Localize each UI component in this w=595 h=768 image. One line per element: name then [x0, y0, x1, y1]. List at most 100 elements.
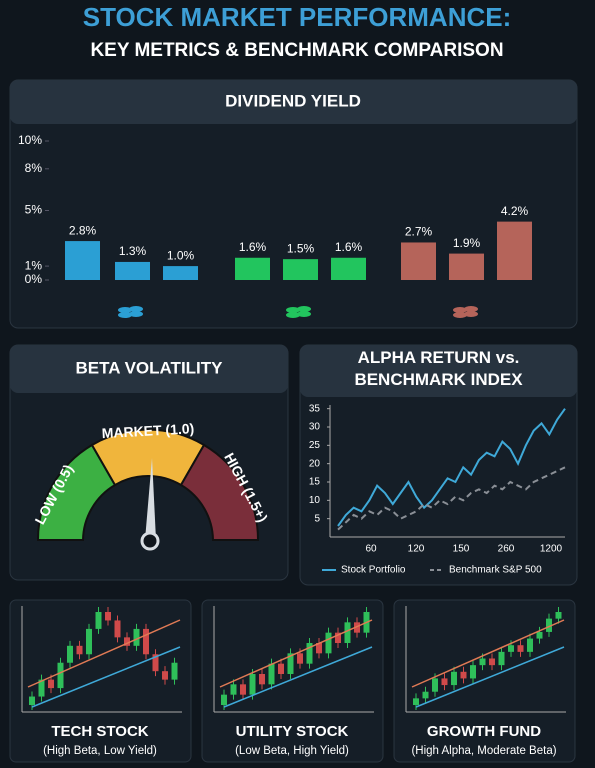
- candle-body: [316, 643, 322, 654]
- card-subtitle: (High Alpha, Moderate Beta): [411, 745, 556, 757]
- coin-icons: [118, 306, 478, 318]
- value-label: 2.7%: [405, 225, 433, 239]
- subtitle: KEY METRICS & BENCHMARK COMPARISON: [90, 40, 503, 61]
- y-tick-label: 5: [314, 513, 320, 524]
- card-title: GROWTH FUND: [427, 723, 541, 740]
- card-subtitle: (Low Beta, High Yield): [235, 745, 349, 757]
- candle-body: [297, 653, 303, 664]
- bar: [449, 253, 484, 280]
- candle-body: [249, 674, 256, 695]
- candle-body: [86, 628, 92, 655]
- y-tick-label: 30: [309, 422, 321, 433]
- bar: [115, 261, 150, 280]
- x-tick-label: 150: [453, 544, 470, 555]
- candle-body: [171, 662, 178, 680]
- bar: [283, 259, 318, 280]
- candle-body: [67, 645, 73, 663]
- bar: [163, 266, 198, 280]
- card-subtitle: (High Beta, Low Yield): [43, 745, 157, 757]
- value-label: 1.6%: [335, 240, 363, 254]
- panel-header: [300, 345, 577, 397]
- x-tick-label: 260: [498, 544, 515, 555]
- y-tick-label: 15: [309, 477, 321, 488]
- value-label: 4.2%: [501, 204, 529, 218]
- candle-body: [133, 628, 140, 646]
- candle-body: [344, 622, 351, 643]
- y-tick-label: 35: [309, 403, 321, 414]
- candle-body: [259, 674, 265, 685]
- panel-title: BETA VOLATILITY: [75, 358, 223, 377]
- candle-body: [38, 679, 45, 697]
- bar: [65, 241, 100, 280]
- y-tick-label: 1%: [25, 258, 43, 272]
- candle-body: [95, 612, 102, 629]
- gauge-label: MARKET (1.0): [101, 420, 194, 441]
- bar: [331, 257, 366, 280]
- candle-body: [413, 698, 419, 705]
- candle-body: [470, 665, 476, 679]
- candle-body: [143, 628, 149, 655]
- x-tick-label: 60: [365, 544, 377, 555]
- y-tick-label: 10%: [18, 133, 42, 147]
- needle-hub: [140, 531, 160, 551]
- candle-body: [508, 645, 514, 652]
- value-label: 1.9%: [453, 236, 481, 250]
- candle-body: [114, 620, 121, 638]
- value-label: 1.0%: [167, 248, 195, 262]
- candle-body: [335, 632, 341, 643]
- legend-label: Stock Portfolio: [341, 565, 406, 576]
- value-label: 1.6%: [239, 240, 267, 254]
- candle-body: [432, 678, 438, 692]
- candle-body: [268, 663, 275, 685]
- panel-header: [10, 345, 288, 393]
- bar: [497, 221, 532, 280]
- line: [337, 408, 566, 527]
- y-tick-label: 8%: [25, 161, 43, 175]
- candle-body: [479, 658, 486, 666]
- candle-body: [57, 662, 64, 689]
- y-tick-label: 20: [309, 458, 321, 469]
- value-label: 1.3%: [119, 244, 147, 258]
- candle-body: [105, 612, 111, 621]
- trend-line: [219, 619, 373, 688]
- candle-body: [306, 643, 313, 664]
- candle-body: [29, 696, 35, 705]
- gauge-high: [179, 443, 260, 541]
- value-label: 1.5%: [287, 241, 315, 255]
- y-tick-label: 10: [309, 495, 321, 506]
- trend-line: [415, 646, 565, 708]
- card-title: TECH STOCK: [51, 723, 148, 740]
- candle-body: [527, 638, 533, 652]
- candle-body: [325, 632, 332, 654]
- card-title: UTILITY STOCK: [236, 723, 349, 740]
- y-tick-label: 0%: [25, 272, 43, 286]
- panel-title-box: ALPHA RETURN vs. BENCHMARK INDEX: [354, 348, 522, 389]
- candle-body: [555, 612, 562, 619]
- candle-body: [489, 658, 495, 666]
- candle-body: [162, 671, 168, 680]
- candle-body: [230, 684, 237, 695]
- candle-body: [451, 671, 457, 686]
- candle-body: [460, 671, 467, 679]
- candle-body: [76, 645, 83, 655]
- candle-body: [354, 622, 360, 633]
- candle-body: [546, 618, 552, 632]
- candle-body: [240, 684, 246, 695]
- bar: [235, 257, 270, 280]
- needle: [145, 458, 156, 540]
- y-tick-label: 5%: [25, 203, 43, 217]
- candle-body: [221, 694, 227, 705]
- candle-body: [441, 678, 448, 686]
- trend-line: [223, 646, 373, 708]
- candle-body: [517, 645, 524, 652]
- x-tick-label: 1200: [540, 544, 563, 555]
- trend-line: [31, 646, 181, 708]
- trend-line: [27, 619, 181, 688]
- candle-body: [498, 651, 505, 666]
- candle-body: [48, 679, 54, 689]
- panel-header: [10, 80, 577, 124]
- title: STOCK MARKET PERFORMANCE:: [83, 2, 512, 32]
- legend-label: Benchmark S&P 500: [449, 565, 542, 576]
- candle-body: [152, 654, 159, 672]
